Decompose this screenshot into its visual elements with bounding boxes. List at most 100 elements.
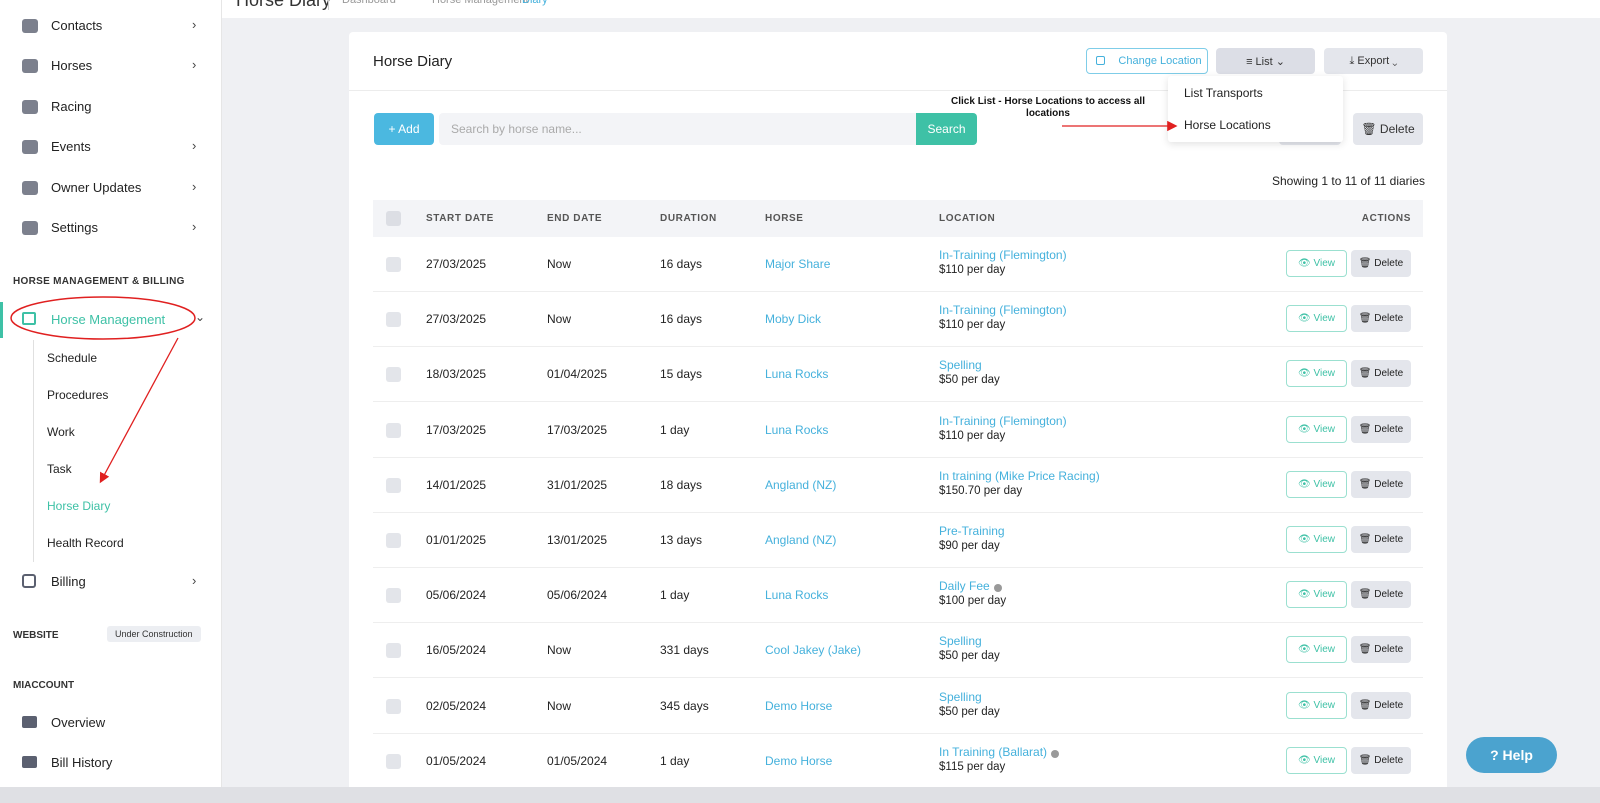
page-title: Horse Diary bbox=[236, 0, 332, 10]
horse-link[interactable]: Angland (NZ) bbox=[765, 533, 837, 547]
submenu-item[interactable]: Task bbox=[47, 462, 72, 476]
row-delete-button[interactable]: 🗑 Delete bbox=[1351, 526, 1411, 553]
menu-icon bbox=[22, 99, 38, 114]
end-date: 01/05/2024 bbox=[547, 753, 608, 768]
badge: Under Construction bbox=[107, 626, 201, 642]
checkbox bbox=[386, 211, 401, 226]
end-date: 17/03/2025 bbox=[547, 422, 608, 437]
location-link[interactable]: Spelling bbox=[939, 634, 982, 649]
card-title: Horse Diary bbox=[373, 53, 453, 70]
start-date: 01/01/2025 bbox=[426, 533, 487, 547]
horse-link[interactable]: Cool Jakey (Jake) bbox=[765, 643, 862, 658]
dropdown-item[interactable]: List Transports bbox=[1184, 86, 1263, 100]
view-button[interactable]: 👁 View bbox=[1286, 470, 1347, 498]
location-link[interactable]: In-Training (Flemington) bbox=[939, 248, 1067, 262]
row-delete-button[interactable]: 🗑 Delete bbox=[1351, 360, 1411, 388]
menu-icon bbox=[22, 19, 38, 33]
info-icon bbox=[1051, 749, 1059, 758]
help-button[interactable]: ? Help bbox=[1466, 737, 1557, 773]
location-link[interactable]: In training (Mike Price Racing) bbox=[939, 468, 1100, 483]
horse-link[interactable]: Demo Horse bbox=[765, 698, 833, 713]
column-header: ACTIONS bbox=[1361, 213, 1411, 224]
row-delete-button[interactable]: 🗑 Delete bbox=[1351, 636, 1411, 664]
view-button[interactable]: 👁 View bbox=[1286, 250, 1347, 277]
view-button[interactable]: 👁 View bbox=[1286, 360, 1347, 388]
menu-item[interactable]: Overview bbox=[51, 715, 106, 730]
menu-item[interactable]: Billing bbox=[51, 574, 86, 589]
view-button[interactable]: 👁 View bbox=[1286, 415, 1347, 443]
horse-link[interactable]: Moby Dick bbox=[765, 312, 822, 327]
menu-item[interactable]: Owner Updates bbox=[51, 179, 142, 195]
menu-icon bbox=[22, 756, 37, 768]
dropdown-item[interactable]: Horse Locations bbox=[1184, 118, 1271, 132]
location-link[interactable]: Daily Fee bbox=[939, 579, 990, 594]
checkbox bbox=[386, 477, 401, 493]
row-delete-button[interactable]: 🗑 Delete bbox=[1351, 691, 1411, 719]
menu-item[interactable]: Horses bbox=[51, 58, 93, 74]
submenu-item[interactable]: Horse Diary bbox=[47, 499, 111, 513]
horse-link[interactable]: Angland (NZ) bbox=[765, 477, 837, 492]
start-date: 02/05/2024 bbox=[426, 698, 487, 713]
view-button[interactable]: 👁 View bbox=[1286, 746, 1347, 774]
row-delete-button[interactable]: 🗑 Delete bbox=[1351, 250, 1411, 277]
row-divider bbox=[373, 456, 1423, 458]
start-date: 18/03/2025 bbox=[426, 367, 487, 382]
submenu-item[interactable]: Schedule bbox=[47, 351, 98, 365]
duration: 331 days bbox=[660, 643, 709, 658]
horse-link[interactable]: Demo Horse bbox=[765, 753, 833, 768]
checkbox bbox=[386, 588, 401, 604]
location-link[interactable]: Pre-Training bbox=[939, 524, 1005, 538]
button-label: 👁 View bbox=[1298, 313, 1335, 325]
menu-item[interactable]: Contacts bbox=[51, 18, 103, 33]
horse-link[interactable]: Major Share bbox=[765, 257, 831, 271]
menu-item-active[interactable]: Horse Management bbox=[51, 312, 166, 327]
export-button[interactable]: ⤓ Export ⌄ bbox=[1324, 48, 1423, 74]
menu-item[interactable]: Settings bbox=[51, 220, 98, 235]
submenu-item[interactable]: Procedures bbox=[47, 388, 109, 402]
row-delete-button[interactable]: 🗑 Delete bbox=[1351, 415, 1411, 443]
rate: $50 per day bbox=[939, 705, 1000, 718]
breadcrumb-item[interactable]: Diary bbox=[522, 0, 548, 6]
breadcrumb-item[interactable]: Horse Management bbox=[432, 0, 529, 6]
submenu-item[interactable]: Work bbox=[47, 425, 75, 439]
horse-link[interactable]: Luna Rocks bbox=[765, 422, 829, 437]
menu-item[interactable]: Events bbox=[51, 139, 91, 155]
sidebar: Contacts › Horses › Racing Events › Owner Updat… bbox=[0, 0, 222, 787]
start-date: 01/05/2024 bbox=[426, 753, 487, 768]
submenu-item[interactable]: Health Record bbox=[47, 536, 124, 550]
location-link[interactable]: Spelling bbox=[939, 358, 982, 373]
search-input[interactable]: Search by horse name... bbox=[439, 113, 917, 145]
row-delete-button[interactable]: 🗑 Delete bbox=[1351, 581, 1411, 609]
row-delete-button[interactable]: 🗑 Delete bbox=[1351, 470, 1411, 498]
view-button[interactable]: 👁 View bbox=[1286, 691, 1347, 719]
view-button[interactable]: 👁 View bbox=[1286, 581, 1347, 609]
card: Horse Diary Change Location ≡ List ⌄ ⤓ Expo… bbox=[349, 32, 1447, 792]
button-label: 👁 View bbox=[1298, 423, 1335, 435]
breadcrumb-item[interactable]: Dashboard bbox=[342, 0, 396, 6]
location-link[interactable]: In-Training (Flemington) bbox=[939, 303, 1067, 318]
end-date: 13/01/2025 bbox=[547, 533, 608, 547]
view-button[interactable]: 👁 View bbox=[1286, 305, 1347, 333]
card-divider bbox=[349, 90, 1447, 91]
button-label: + Add bbox=[388, 122, 420, 136]
view-button[interactable]: 👁 View bbox=[1286, 636, 1347, 664]
checkbox bbox=[386, 753, 401, 769]
row-delete-button[interactable]: 🗑 Delete bbox=[1351, 305, 1411, 333]
add-button[interactable]: + Add bbox=[374, 113, 434, 145]
button-label: 🗑 Delete bbox=[1358, 423, 1404, 435]
horse-link[interactable]: Luna Rocks bbox=[765, 588, 829, 603]
menu-item[interactable]: Bill History bbox=[51, 755, 113, 770]
list-button[interactable]: ≡ List ⌄ bbox=[1216, 48, 1315, 74]
menu-item[interactable]: Racing bbox=[51, 98, 92, 114]
horse-link[interactable]: Luna Rocks bbox=[765, 367, 829, 382]
row-delete-button[interactable]: 🗑 Delete bbox=[1351, 746, 1411, 774]
location-link[interactable]: In Training (Ballarat) bbox=[939, 744, 1048, 759]
duration: 1 day bbox=[660, 588, 690, 603]
change-location-button[interactable]: Change Location bbox=[1086, 48, 1208, 74]
location-link[interactable]: In-Training (Flemington) bbox=[939, 413, 1067, 428]
view-button[interactable]: 👁 View bbox=[1286, 526, 1347, 553]
search-button[interactable]: Search bbox=[916, 113, 977, 145]
delete-button[interactable]: 🗑 Delete bbox=[1353, 113, 1423, 145]
location-link[interactable]: Spelling bbox=[939, 689, 982, 704]
